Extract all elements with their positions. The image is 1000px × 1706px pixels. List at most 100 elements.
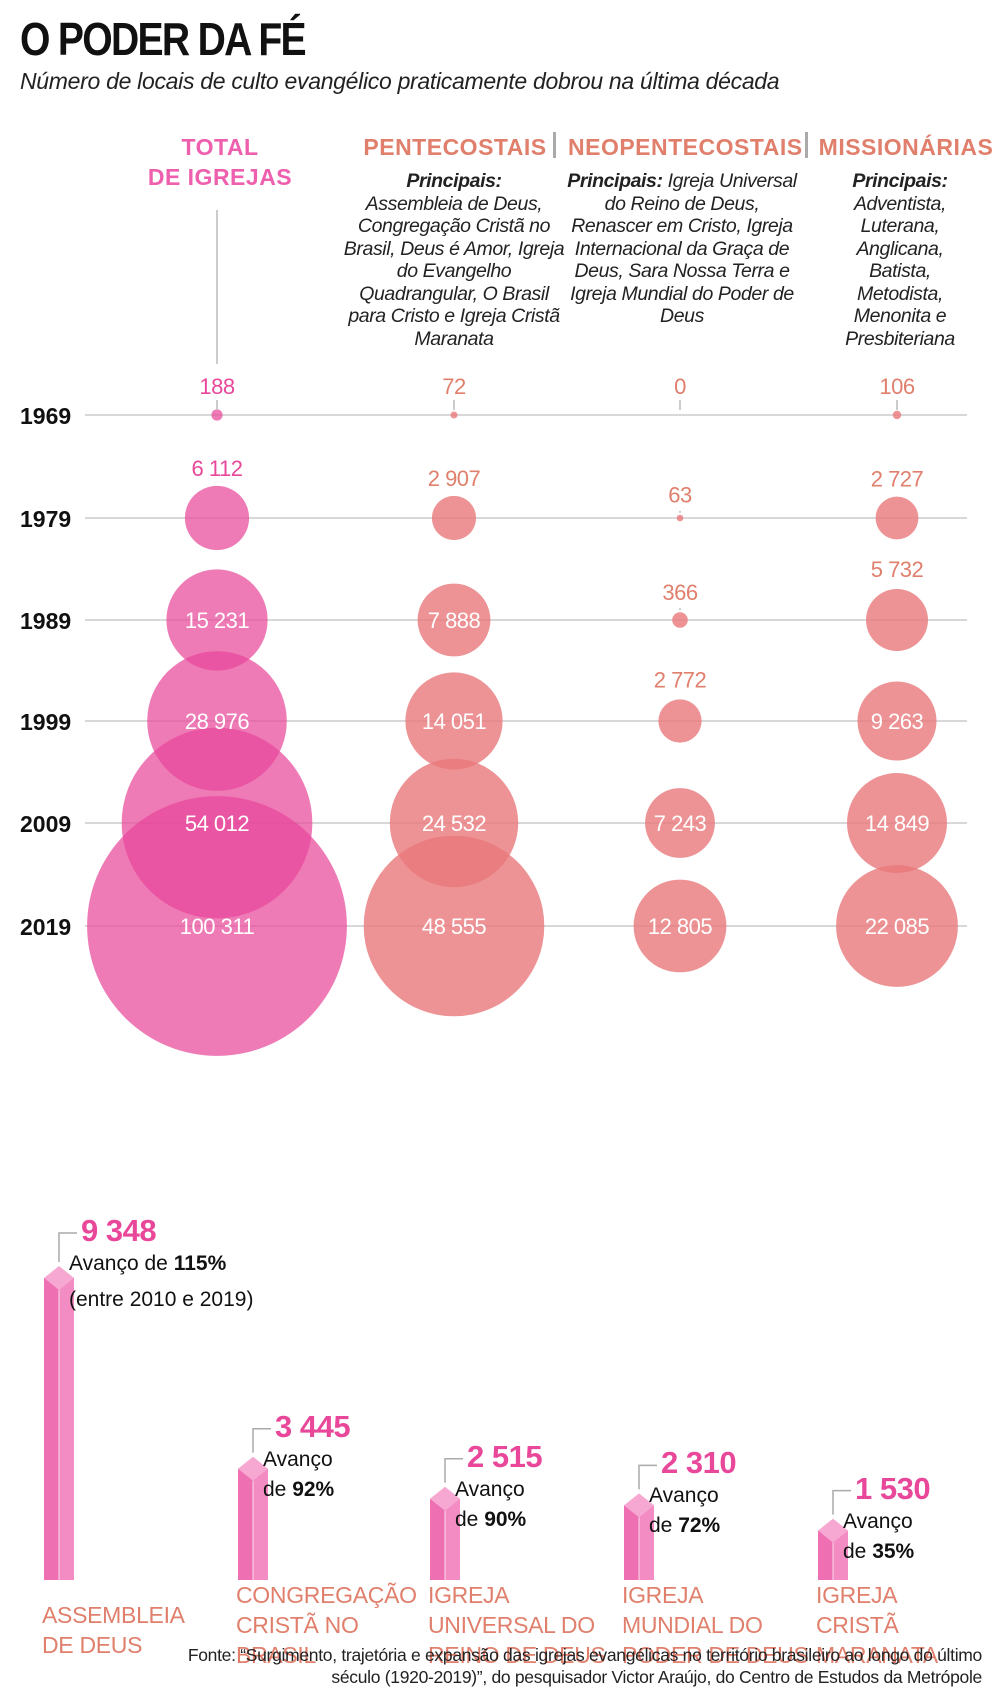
growth-text: de 92% bbox=[263, 1477, 335, 1501]
bubble-value-label: 54 012 bbox=[185, 811, 250, 836]
bar-top bbox=[624, 1493, 654, 1518]
description-text: Igreja Universal do Reino de Deus, Renas… bbox=[570, 170, 797, 327]
bar-growth-note: Avanço de 92% bbox=[263, 1445, 334, 1505]
bubble bbox=[866, 589, 928, 651]
bubble bbox=[645, 788, 715, 858]
bar-category-line: BRASIL bbox=[236, 1642, 317, 1668]
bar-3d bbox=[238, 1427, 271, 1580]
growth-pct: 35% bbox=[872, 1539, 915, 1563]
growth-text: de 35% bbox=[843, 1539, 915, 1563]
bubble-value-label: 100 311 bbox=[180, 914, 255, 939]
bubble-value-label: 14 849 bbox=[865, 811, 930, 836]
year-label: 2009 bbox=[20, 811, 71, 837]
year-label: 1969 bbox=[20, 403, 71, 429]
bar-face-left bbox=[430, 1498, 445, 1580]
description-text: Assembleia de Deus, Congregação Cristã n… bbox=[343, 192, 565, 350]
growth-text: de 72% bbox=[649, 1514, 721, 1538]
bubble-chart: 1969 1979 1989 1999 2009 2019 188 6 112 15 231 28… bbox=[20, 210, 967, 1056]
column-header-total-line1: TOTAL bbox=[181, 134, 259, 160]
bubble-value-label: 14 051 bbox=[422, 709, 487, 734]
bar-3d bbox=[430, 1457, 463, 1580]
bubble-value-label: 366 bbox=[662, 580, 697, 605]
bubble-value-label: 2 772 bbox=[654, 667, 707, 692]
description-pentecostais: Principais: Assembleia de Deus, Congrega… bbox=[339, 170, 569, 350]
bubble-value-label: 24 532 bbox=[422, 811, 487, 836]
value-leader bbox=[638, 1464, 657, 1490]
bar-growth-note: Avanço de 90% bbox=[455, 1475, 526, 1535]
bubble bbox=[431, 495, 477, 541]
bubble-value-label: 2 727 bbox=[871, 467, 924, 492]
bubble bbox=[417, 583, 491, 657]
bubble-value-label: 6 112 bbox=[192, 456, 243, 481]
bubble bbox=[857, 681, 937, 761]
growth-text: Avanço bbox=[843, 1509, 913, 1533]
bar-face-left bbox=[818, 1530, 833, 1580]
description-missionarias: Principais: Adventista, Luterana, Anglic… bbox=[835, 170, 965, 350]
year-label: 1979 bbox=[20, 506, 71, 532]
bubble bbox=[676, 514, 684, 522]
description-neopentecostais: Principais: Igreja Universal do Reino de… bbox=[567, 170, 797, 328]
bubble-value-label: 7 243 bbox=[654, 811, 707, 836]
bar-3d bbox=[818, 1489, 851, 1580]
bar-category-line: REINO DE DEUS bbox=[428, 1642, 606, 1668]
bubble-value-label: 106 bbox=[879, 374, 914, 399]
bar-growth-note: Avanço de 35% bbox=[843, 1507, 914, 1567]
page-subtitle: Número de locais de culto evangélico pra… bbox=[20, 68, 780, 94]
bar-category-line: DE DEUS bbox=[42, 1632, 143, 1658]
bubble-value-label: 28 976 bbox=[185, 709, 250, 734]
bar-category-line: MUNDIAL DO bbox=[622, 1612, 763, 1638]
bar-top bbox=[818, 1518, 848, 1543]
bubble-value-label: 72 bbox=[442, 374, 466, 399]
bubble bbox=[875, 496, 919, 540]
bar-top bbox=[44, 1266, 74, 1290]
growth-text: Avanço bbox=[649, 1484, 719, 1508]
bubble-value-label: 63 bbox=[668, 483, 692, 508]
growth-text: de 90% bbox=[455, 1507, 527, 1531]
column-header-missionarias: MISSIONÁRIAS bbox=[818, 134, 994, 160]
bar-value: 9 348 bbox=[81, 1213, 157, 1248]
year-label: 2019 bbox=[20, 914, 71, 940]
bar-growth-note: Avanço de 115% (entre 2010 e 2019) bbox=[69, 1249, 253, 1315]
bar-category-line: CRISTÃ bbox=[816, 1612, 899, 1638]
bubble bbox=[633, 879, 727, 973]
bubble-value-label: 15 231 bbox=[185, 608, 250, 633]
growth-period: (entre 2010 e 2019) bbox=[69, 1288, 254, 1311]
bubble-value-label: 7 888 bbox=[428, 608, 481, 633]
bubble-labels: 1969 1979 1989 1999 2009 2019 188 6 112 15 231 28… bbox=[20, 374, 930, 940]
bar-face-right bbox=[639, 1505, 654, 1580]
bar-face-right bbox=[833, 1530, 848, 1580]
bar-face-left bbox=[238, 1468, 253, 1580]
bubble-value-label: 9 263 bbox=[871, 709, 924, 734]
column-header-total: TOTAL DE IGREJAS bbox=[120, 132, 320, 192]
bubble-value-label: 188 bbox=[199, 374, 234, 399]
bar-category-line: ASSEMBLEIA bbox=[42, 1602, 185, 1628]
growth-text: Avanço bbox=[455, 1477, 525, 1501]
bar-category-line: CONGREGAÇÃO bbox=[236, 1582, 417, 1608]
bar-top bbox=[430, 1486, 460, 1511]
column-header-neopentecostais: NEOPENTECOSTAIS bbox=[568, 134, 803, 160]
growth-text: Avanço de 115% bbox=[69, 1252, 227, 1275]
bubble bbox=[847, 773, 947, 873]
description-prefix: Principais: bbox=[567, 170, 663, 192]
bubble bbox=[836, 865, 958, 987]
bar-growth-note: Avanço de 72% bbox=[649, 1481, 720, 1541]
bar-value: 1 530 bbox=[855, 1470, 931, 1506]
bar-category-label: IGREJA CRISTÃ MARANATA bbox=[816, 1580, 938, 1670]
bubble bbox=[211, 409, 223, 421]
bubble-value-label: 48 555 bbox=[422, 914, 487, 939]
bar-category-line: CRISTÃ NO bbox=[236, 1612, 359, 1638]
growth-pct: 90% bbox=[484, 1507, 527, 1531]
year-label: 1989 bbox=[20, 608, 71, 634]
growth-pct: 72% bbox=[678, 1514, 721, 1538]
bar-value: 3 445 bbox=[275, 1408, 351, 1444]
source-line-2: século (1920-2019)”, do pesquisador Vict… bbox=[331, 1667, 982, 1687]
bubbles bbox=[87, 400, 958, 1056]
value-leader bbox=[252, 1427, 271, 1453]
description-text: Adventista, Luterana, Anglicana, Batista… bbox=[845, 192, 955, 350]
bar-face-right bbox=[59, 1278, 74, 1580]
column-header-total-line2: DE IGREJAS bbox=[147, 164, 293, 190]
bar-face-left bbox=[44, 1278, 59, 1580]
bubble-value-label: 0 bbox=[674, 374, 686, 399]
bar-category-label: IGREJA UNIVERSAL DO REINO DE DEUS bbox=[428, 1580, 606, 1670]
